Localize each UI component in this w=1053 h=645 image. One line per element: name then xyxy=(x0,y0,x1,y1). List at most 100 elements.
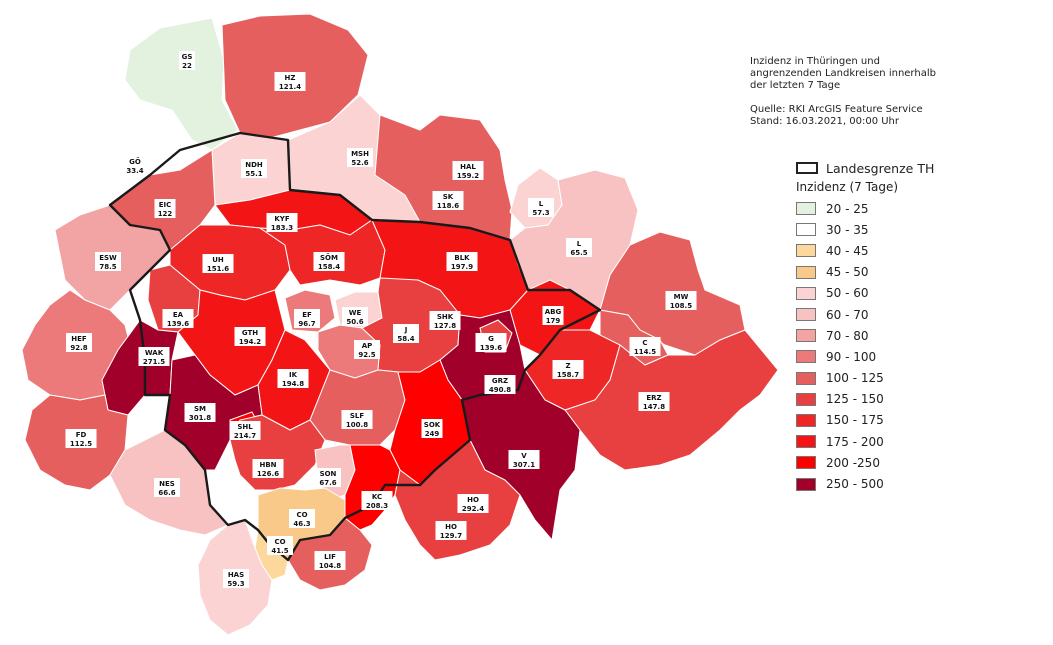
label-halo xyxy=(484,375,516,394)
district-code: ERZ xyxy=(646,394,661,402)
district-label: L57.3 xyxy=(528,198,554,217)
district-code: FD xyxy=(76,431,87,439)
label-halo xyxy=(184,403,216,422)
district-code: IK xyxy=(289,371,298,379)
legend-swatch xyxy=(796,477,816,491)
district-code: NES xyxy=(159,480,175,488)
district-value: 112.5 xyxy=(70,440,92,448)
label-halo xyxy=(154,478,180,497)
label-halo xyxy=(475,333,507,352)
label-halo xyxy=(274,72,306,91)
district-value: 159.2 xyxy=(457,172,479,180)
map-info: Inzidenz in Thüringen und angrenzenden L… xyxy=(750,56,936,128)
district-value: 55.1 xyxy=(245,170,262,178)
district-code: C xyxy=(642,339,647,347)
district-code: ESW xyxy=(99,254,117,262)
label-halo xyxy=(65,429,97,448)
label-halo xyxy=(457,494,489,513)
district-code: SM xyxy=(194,405,206,413)
district-value: 96.7 xyxy=(298,320,315,328)
district-code: BLK xyxy=(454,254,470,262)
label-halo xyxy=(315,468,341,487)
legend-class-label: 90 - 100 xyxy=(826,349,877,364)
legend-class-4: 50 - 60 xyxy=(796,283,934,304)
label-halo xyxy=(277,369,309,388)
district-code: HZ xyxy=(285,74,296,82)
district-code: GÖ xyxy=(129,157,141,166)
label-halo xyxy=(267,536,293,555)
district-value: 147.8 xyxy=(643,403,665,411)
legend-class-label: 45 - 50 xyxy=(826,265,869,280)
legend-swatch xyxy=(796,392,816,406)
district-value: 197.9 xyxy=(451,263,473,271)
label-halo xyxy=(66,333,92,352)
legend-border-entry: Landesgrenze TH xyxy=(796,159,934,177)
district-value: 59.3 xyxy=(227,580,244,588)
district-code: WE xyxy=(349,309,362,317)
district-code: Z xyxy=(565,362,570,370)
district-value: 118.6 xyxy=(437,202,459,210)
district-code: SÖM xyxy=(320,253,338,262)
legend-class-label: 20 - 25 xyxy=(826,201,869,216)
thuringia-state-border xyxy=(108,131,602,562)
district-code: L xyxy=(539,200,544,208)
district-code: J xyxy=(404,326,408,334)
legend-class-label: 60 - 70 xyxy=(826,307,869,322)
legend-swatch xyxy=(796,329,816,343)
legend-class-11: 175 - 200 xyxy=(796,431,934,452)
label-halo xyxy=(289,509,315,528)
legend-class-label: 250 - 500 xyxy=(826,477,884,492)
legend-class-12: 200 -250 xyxy=(796,452,934,473)
legend-class-3: 45 - 50 xyxy=(796,262,934,283)
district-code: GS xyxy=(182,53,193,61)
district-value: 46.3 xyxy=(293,520,310,528)
district-value: 214.7 xyxy=(234,432,256,440)
label-halo xyxy=(421,419,443,438)
district-code: V xyxy=(521,452,527,460)
label-halo xyxy=(432,191,464,210)
district-code: EIC xyxy=(159,201,172,209)
label-halo xyxy=(528,198,554,217)
district-label: L65.5 xyxy=(566,238,592,257)
district-code: HAS xyxy=(228,571,244,579)
district-code: GRZ xyxy=(492,377,508,385)
label-halo xyxy=(122,156,148,175)
legend-swatch xyxy=(796,202,816,216)
legend-swatch xyxy=(796,413,816,427)
district-kc-41 xyxy=(344,444,401,531)
district-value: 66.6 xyxy=(158,489,175,497)
district-value: 183.3 xyxy=(271,224,293,232)
district-code: CO xyxy=(296,511,307,519)
district-code: SHK xyxy=(437,313,454,321)
legend-swatch xyxy=(796,350,816,364)
label-halo xyxy=(342,307,368,326)
district-value: 271.5 xyxy=(143,358,165,366)
district-code: HO xyxy=(467,496,479,504)
legend-class-10: 150 - 175 xyxy=(796,410,934,431)
label-halo xyxy=(638,392,670,411)
legend-class-1: 30 - 35 xyxy=(796,219,934,240)
label-halo xyxy=(629,337,661,356)
info-line-3: der letzten 7 Tage xyxy=(750,80,841,91)
legend-swatch xyxy=(796,265,816,279)
